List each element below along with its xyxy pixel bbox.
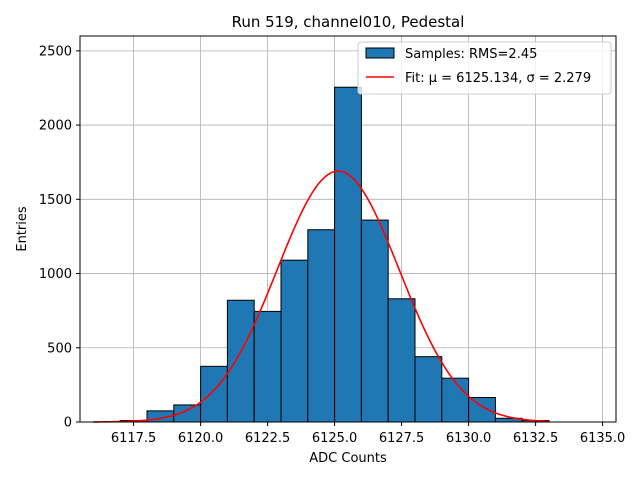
histogram-bar <box>253 310 282 423</box>
x-tick-label: 6125.0 <box>312 431 358 446</box>
y-tick-label: 0 <box>64 416 72 431</box>
histogram-bar <box>334 86 362 423</box>
y-tick-label: 2500 <box>39 44 72 59</box>
y-tick-label: 1500 <box>39 193 72 208</box>
histogram-bar <box>468 397 496 423</box>
fit-curve <box>93 170 550 423</box>
y-tick-label: 1000 <box>39 267 72 282</box>
fit-curve-group <box>93 170 550 423</box>
histogram-bar <box>280 259 309 423</box>
legend: Samples: RMS=2.45 Fit: μ = 6125.134, σ =… <box>357 41 612 95</box>
x-tick-label: 6135.0 <box>580 431 626 446</box>
x-tick-label: 6127.5 <box>379 431 425 446</box>
histogram-bar <box>200 365 228 423</box>
legend-samples-swatch <box>365 47 395 59</box>
y-axis-title: Entries <box>15 206 30 252</box>
legend-box <box>357 41 612 95</box>
x-axis-title: ADC Counts <box>309 451 387 466</box>
histogram-bar <box>226 299 255 423</box>
y-axis: 0 500 1000 1500 2000 2500 <box>39 44 80 431</box>
histogram-bar <box>360 219 389 423</box>
legend-fit-label: Fit: μ = 6125.134, σ = 2.279 <box>405 71 591 86</box>
legend-samples-label: Samples: RMS=2.45 <box>405 47 537 62</box>
x-tick-label: 6117.5 <box>111 431 157 446</box>
x-tick-label: 6122.5 <box>245 431 291 446</box>
histogram-bar <box>441 377 470 423</box>
x-tick-label: 6120.0 <box>178 431 224 446</box>
histogram-bar <box>387 298 416 423</box>
histogram-bar <box>414 356 443 423</box>
x-tick-label: 6132.5 <box>513 431 559 446</box>
histogram-bar <box>307 229 336 423</box>
y-tick-label: 2000 <box>39 119 72 134</box>
chart-title: Run 519, channel010, Pedestal <box>232 13 465 31</box>
x-tick-label: 6130.0 <box>446 431 492 446</box>
plot-frame <box>79 35 617 423</box>
x-axis: 6117.5 6120.0 6122.5 6125.0 6127.5 6130.0 6132… <box>111 422 626 446</box>
histogram-bars <box>119 86 550 423</box>
y-tick-label: 500 <box>47 341 72 356</box>
